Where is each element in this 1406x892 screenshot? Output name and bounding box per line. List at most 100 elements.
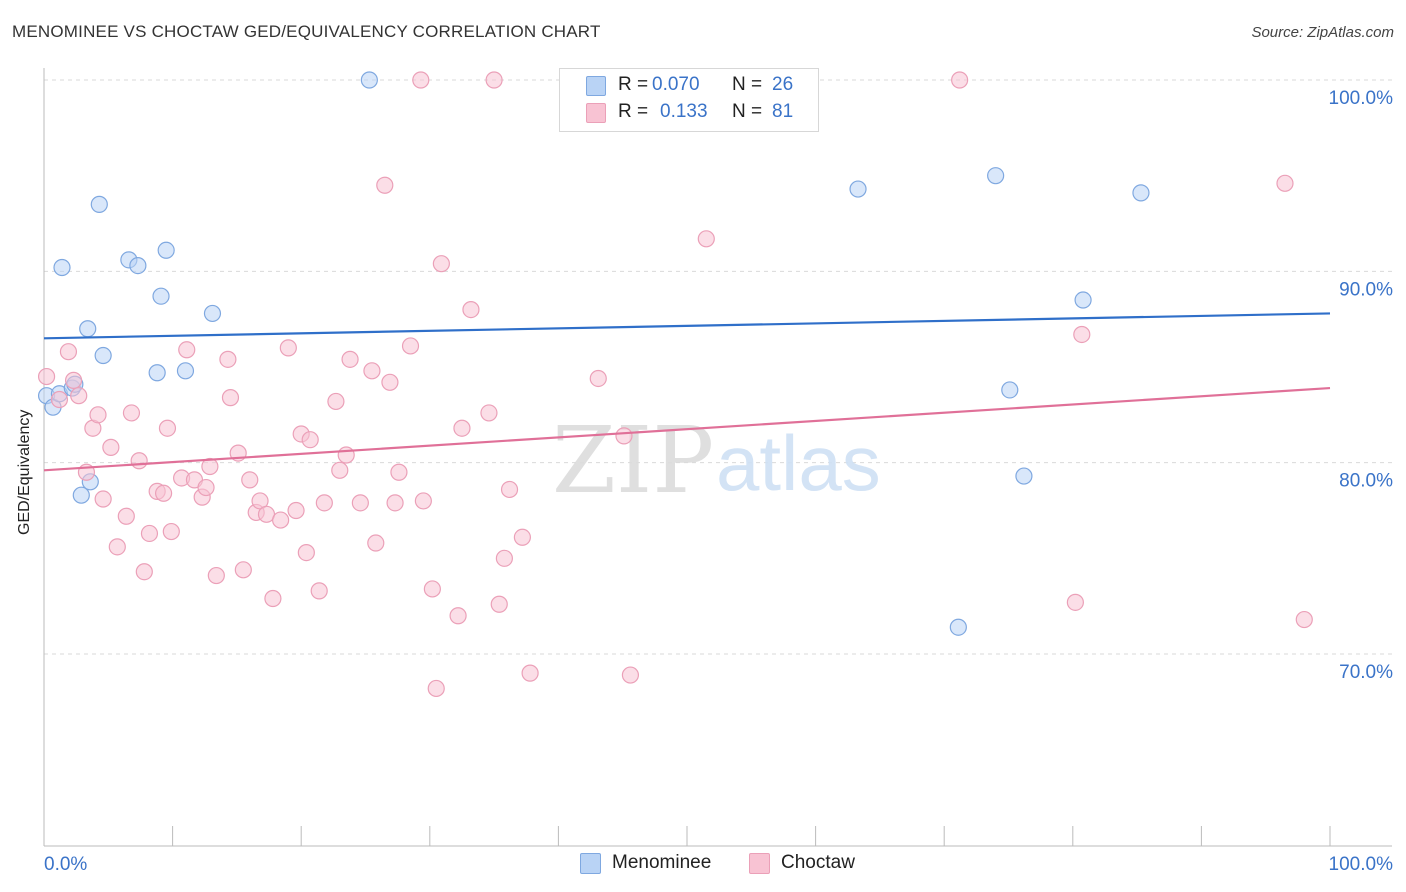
choctaw-point-0 <box>37 367 56 386</box>
choctaw-point-19 <box>162 522 180 541</box>
y-axis-label: GED/Equivalency <box>16 409 33 535</box>
choctaw-point-18 <box>158 419 177 437</box>
menominee-point-7 <box>72 486 90 504</box>
menominee-point-6 <box>79 320 97 338</box>
watermark-atlas: atlas <box>716 419 881 507</box>
choctaw-point-31 <box>241 471 259 489</box>
menominee-point-14 <box>152 287 170 305</box>
watermark: ZIP atlas <box>552 407 881 514</box>
y-tick-label-80: 80.0% <box>1339 471 1393 492</box>
menominee-point-25 <box>1132 184 1150 202</box>
choctaw-point-30 <box>234 561 252 579</box>
choctaw-point-14 <box>135 563 153 581</box>
menominee-point-17 <box>203 304 222 323</box>
choctaw-point-4 <box>70 387 88 405</box>
choctaw-point-63 <box>462 301 480 319</box>
menominee-point-10 <box>94 346 112 365</box>
choctaw-point-3 <box>64 371 83 389</box>
menominee-point-12 <box>129 256 147 275</box>
choctaw-point-43 <box>315 494 333 512</box>
menominee-point-2 <box>53 258 71 277</box>
menominee-point-23 <box>1015 467 1033 485</box>
chart-title: MENOMINEE VS CHOCTAW GED/EQUIVALENCY COR… <box>12 22 601 41</box>
choctaw-point-77 <box>1073 325 1091 344</box>
choctaw-point-44 <box>327 392 345 411</box>
choctaw-point-62 <box>453 419 471 437</box>
correlation-legend: R = 0.070 N = 26 R = 0.133 N = 81 <box>559 68 819 132</box>
choctaw-point-26 <box>207 566 225 585</box>
y-tick-label-70: 70.0% <box>1339 662 1393 683</box>
x-tick-label-0: 0.0% <box>44 854 87 875</box>
menominee-point-22 <box>1001 381 1019 399</box>
choctaw-point-60 <box>432 255 450 273</box>
menominee-n-label: N = <box>732 74 763 95</box>
choctaw-r-label: R = <box>618 101 649 122</box>
choctaw-point-55 <box>401 337 420 355</box>
choctaw-point-1 <box>50 390 69 409</box>
menominee-swatch <box>586 76 606 96</box>
choctaw-point-58 <box>423 580 441 598</box>
choctaw-point-79 <box>1295 610 1313 629</box>
choctaw-trend-line <box>43 386 1331 472</box>
axis-layer <box>43 68 1392 847</box>
choctaw-point-27 <box>219 350 237 368</box>
choctaw-point-7 <box>89 406 107 424</box>
bottom-choctaw-label: Choctaw <box>781 852 855 873</box>
x-tick-label-100: 100.0% <box>1329 854 1394 875</box>
menominee-point-15 <box>157 241 175 259</box>
choctaw-point-76 <box>1066 593 1084 611</box>
choctaw-point-50 <box>367 534 385 552</box>
choctaw-point-37 <box>279 339 297 357</box>
choctaw-point-59 <box>427 679 445 698</box>
choctaw-point-11 <box>117 507 135 525</box>
choctaw-point-67 <box>495 549 513 567</box>
choctaw-point-45 <box>331 461 349 479</box>
choctaw-point-36 <box>272 511 290 529</box>
choctaw-point-24 <box>197 478 215 497</box>
choctaw-point-66 <box>490 595 508 613</box>
choctaw-point-52 <box>381 373 399 391</box>
menominee-point-19 <box>849 180 867 198</box>
choctaw-point-64 <box>480 404 498 422</box>
source-label: Source: ZipAtlas.com <box>1251 24 1394 41</box>
choctaw-point-49 <box>363 362 381 380</box>
choctaw-point-38 <box>287 501 305 520</box>
choctaw-point-10 <box>108 538 126 556</box>
choctaw-swatch <box>586 103 606 123</box>
menominee-n-value: 26 <box>772 74 794 95</box>
choctaw-point-61 <box>449 607 467 625</box>
choctaw-point-41 <box>301 431 319 449</box>
choctaw-point-47 <box>341 350 359 368</box>
bottom-choctaw-swatch <box>749 853 770 874</box>
choctaw-point-73 <box>621 666 640 684</box>
points-layer <box>37 71 1313 698</box>
choctaw-point-35 <box>264 589 282 608</box>
choctaw-point-72 <box>615 427 633 445</box>
choctaw-point-74 <box>697 230 715 248</box>
choctaw-point-13 <box>130 452 148 470</box>
choctaw-point-15 <box>140 524 159 543</box>
y-tick-label-90: 90.0% <box>1339 279 1393 300</box>
choctaw-point-8 <box>94 490 112 508</box>
choctaw-point-25 <box>201 457 219 476</box>
tick-label-layer: 70.0% 80.0% 90.0% 100.0% 0.0% 100.0% <box>44 88 1393 875</box>
choctaw-point-48 <box>351 494 369 512</box>
choctaw-point-2 <box>59 343 78 361</box>
choctaw-point-69 <box>513 528 531 546</box>
choctaw-r-value: 0.133 <box>660 101 708 122</box>
menominee-point-13 <box>148 364 166 382</box>
choctaw-point-70 <box>521 664 539 682</box>
choctaw-point-28 <box>221 389 240 407</box>
choctaw-point-17 <box>154 484 173 502</box>
menominee-point-18 <box>360 71 378 89</box>
choctaw-point-46 <box>337 446 355 464</box>
choctaw-point-78 <box>1276 174 1294 192</box>
choctaw-point-71 <box>589 369 607 388</box>
menominee-point-16 <box>176 362 195 380</box>
choctaw-point-57 <box>414 492 432 510</box>
menominee-point-9 <box>90 195 108 213</box>
choctaw-point-68 <box>500 480 519 499</box>
trend-layer <box>43 312 1331 472</box>
y-tick-label-100: 100.0% <box>1329 88 1394 109</box>
